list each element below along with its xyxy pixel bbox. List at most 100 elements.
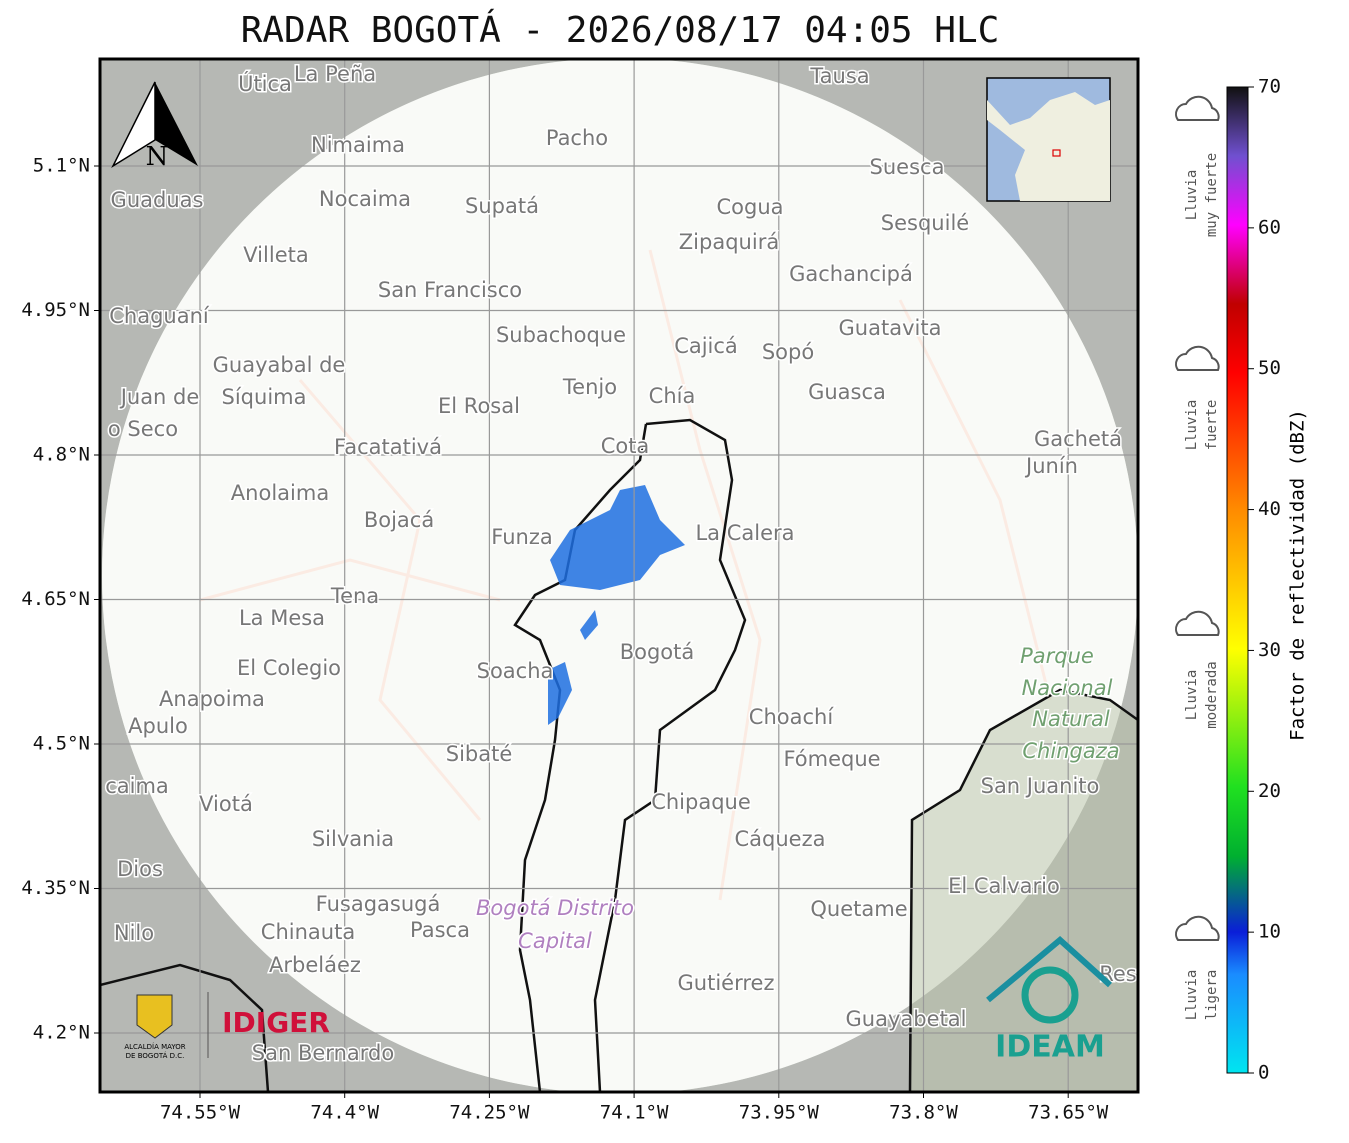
place-label: Guasca bbox=[808, 380, 886, 404]
place-label: Parque bbox=[1020, 644, 1094, 668]
place-label: Tenjo bbox=[562, 375, 617, 399]
place-label: Bojacá bbox=[364, 508, 434, 532]
place-label: Gutiérrez bbox=[678, 971, 775, 995]
place-label: Nacional bbox=[1022, 676, 1113, 700]
place-label: Nocaima bbox=[319, 187, 411, 211]
place-label: Síquima bbox=[222, 385, 307, 409]
place-label: Chipaque bbox=[651, 790, 751, 814]
place-label: Pacho bbox=[546, 126, 608, 150]
place-label: Silvania bbox=[312, 827, 394, 851]
place-label: Chingaza bbox=[1022, 739, 1119, 763]
place-label: Funza bbox=[491, 525, 552, 549]
place-label: La Calera bbox=[695, 521, 794, 545]
place-label: Chía bbox=[649, 384, 696, 408]
rain-icon bbox=[1175, 915, 1220, 941]
logo-text: IDEAM bbox=[995, 1030, 1105, 1065]
place-label: El Rosal bbox=[438, 394, 520, 418]
rain-class: Lluvia muy fuerte bbox=[1175, 95, 1220, 237]
place-label: Guayabal de bbox=[213, 353, 346, 377]
place-label: Apulo bbox=[128, 714, 188, 738]
y-tick-label: 5.1°N bbox=[33, 155, 90, 177]
place-label: Soacha bbox=[477, 659, 554, 683]
place-label: Cogua bbox=[716, 195, 783, 219]
logos: ALCALDÍA MAYOR DE BOGOTÁ D.C. IDIGER IDE… bbox=[124, 936, 1113, 1065]
colorbar-tick-label: 0 bbox=[1258, 1062, 1269, 1084]
rain-class: Lluvia ligera bbox=[1175, 915, 1220, 1021]
place-label: Bogotá bbox=[620, 640, 695, 664]
place-label: Anolaima bbox=[231, 481, 329, 505]
place-label: Cota bbox=[601, 434, 650, 458]
place-label: Útica bbox=[238, 71, 292, 96]
place-label: Villeta bbox=[243, 243, 308, 267]
place-label: Tena bbox=[330, 584, 379, 608]
place-label: Gachetá bbox=[1034, 427, 1122, 451]
x-tick-label: 73.95°W bbox=[739, 1102, 820, 1124]
place-label: Tausa bbox=[809, 64, 869, 88]
place-label: Subachoque bbox=[496, 323, 626, 347]
place-label: Fómeque bbox=[783, 747, 880, 771]
place-label: Guaduas bbox=[111, 188, 204, 212]
rain-class-label: ligera bbox=[1204, 970, 1220, 1021]
rain-class-label: Lluvia bbox=[1184, 400, 1200, 451]
place-label: Sibaté bbox=[446, 742, 513, 766]
y-tick-label: 4.35°N bbox=[21, 877, 90, 899]
colorbar-label: Factor de reflectividad (dBZ) bbox=[1287, 409, 1309, 741]
rain-icon bbox=[1175, 610, 1220, 636]
place-label: Supatá bbox=[465, 194, 539, 218]
map-frame bbox=[98, 57, 1140, 1094]
x-tick-label: 74.4°W bbox=[310, 1102, 379, 1124]
place-label: Dios bbox=[117, 857, 163, 881]
place-label: Res bbox=[1099, 962, 1137, 986]
place-label: Sesquilé bbox=[881, 211, 969, 235]
rain-class-label: moderada bbox=[1204, 661, 1220, 728]
grid: 74.55°W 74.4°W 74.25°W 74.1°W 73.95°W 73.8°W 7… bbox=[21, 59, 1138, 1124]
x-tick-label: 73.65°W bbox=[1028, 1102, 1109, 1124]
rain-class: Lluvia moderada bbox=[1175, 610, 1220, 729]
place-label: Cáqueza bbox=[735, 827, 826, 851]
place-label: Guatavita bbox=[839, 316, 942, 340]
place-label: El Calvario bbox=[948, 874, 1060, 898]
colorbar-tick-label: 30 bbox=[1258, 639, 1281, 661]
place-label: Chaguaní bbox=[109, 304, 210, 328]
rain-class-label: fuerte bbox=[1204, 400, 1220, 451]
colorbar-tick-label: 70 bbox=[1258, 76, 1281, 98]
y-tick-label: 4.95°N bbox=[21, 299, 90, 321]
y-tick-label: 4.8°N bbox=[33, 444, 90, 466]
rain-class-label: Lluvia bbox=[1184, 970, 1200, 1021]
rain-class: Lluvia fuerte bbox=[1175, 345, 1220, 451]
place-label: Nimaima bbox=[311, 133, 405, 157]
y-tick-label: 4.2°N bbox=[33, 1022, 90, 1044]
y-tick-label: 4.65°N bbox=[21, 588, 90, 610]
x-tick-label: 74.25°W bbox=[449, 1102, 530, 1124]
north-label: N bbox=[146, 142, 169, 172]
place-label: San Bernardo bbox=[252, 1041, 394, 1065]
colorbar-tick-label: 20 bbox=[1258, 780, 1281, 802]
colorbar-tick-label: 50 bbox=[1258, 357, 1281, 379]
place-label: Capital bbox=[518, 929, 592, 953]
place-label: Facatativá bbox=[334, 435, 442, 459]
place-label: La Mesa bbox=[239, 606, 325, 630]
logo-text: DE BOGOTÁ D.C. bbox=[126, 1051, 185, 1060]
rain-class-label: Lluvia bbox=[1184, 170, 1200, 221]
y-tick-label: 4.5°N bbox=[33, 733, 90, 755]
place-label: Bogotá Distrito bbox=[476, 896, 634, 920]
place-label: Anapoima bbox=[159, 687, 265, 711]
title: RADAR BOGOTÁ - 2026/08/17 04:05 HLC bbox=[241, 9, 1000, 51]
place-label: El Colegio bbox=[237, 656, 341, 680]
place-label: o Seco bbox=[108, 417, 178, 441]
place-label: Gachancipá bbox=[789, 262, 913, 286]
place-label: Nilo bbox=[114, 921, 154, 945]
place-label: Choachí bbox=[749, 705, 835, 729]
colorbar-tick-label: 60 bbox=[1258, 216, 1281, 238]
rain-icon bbox=[1175, 95, 1220, 121]
rain-class-label: Lluvia bbox=[1184, 670, 1200, 721]
place-label: Natural bbox=[1032, 707, 1110, 731]
place-label: caima bbox=[105, 774, 169, 798]
rain-class-label: muy fuerte bbox=[1204, 153, 1220, 237]
place-label: Guayabetal bbox=[846, 1007, 967, 1031]
north-arrow: N bbox=[111, 81, 198, 172]
colorbar-scale bbox=[1226, 86, 1249, 1074]
place-label: Suesca bbox=[870, 155, 945, 179]
